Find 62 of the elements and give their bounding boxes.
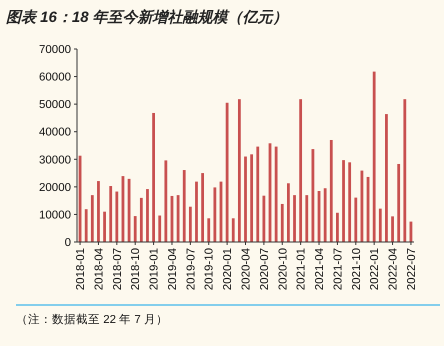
bar <box>318 190 320 242</box>
bar <box>268 143 272 242</box>
bar <box>336 212 339 242</box>
y-tick-label: 30000 <box>39 154 71 166</box>
y-tick-label: 10000 <box>39 209 71 222</box>
x-tick-label: 2021-07 <box>332 248 344 290</box>
chart-title: 图表 16：18 年至今新增社融规模（亿元） <box>6 8 288 26</box>
x-tick-label: 2022-01 <box>369 248 382 290</box>
x-tick-label: 2020-04 <box>240 247 252 290</box>
x-tick-label: 2022-04 <box>388 247 400 290</box>
bar <box>391 216 394 242</box>
x-tick-label: 2018-01 <box>75 248 88 290</box>
bar <box>366 176 370 242</box>
bar <box>152 112 155 242</box>
bar <box>195 182 198 242</box>
bar <box>103 212 106 242</box>
bar <box>122 176 124 242</box>
bar <box>78 156 82 242</box>
bar <box>213 187 216 242</box>
bar <box>385 114 388 242</box>
bar <box>342 160 345 242</box>
x-tick-label: 2019-04 <box>166 247 179 290</box>
bar <box>274 146 278 242</box>
bar <box>97 181 100 242</box>
bar <box>360 170 364 242</box>
y-tick-label: 70000 <box>39 44 71 56</box>
y-tick-label: 40000 <box>39 126 71 139</box>
bar <box>238 99 241 242</box>
x-tick-label: 2021-01 <box>296 248 308 290</box>
text: （注：数据截至 22 年 7 月） <box>16 312 168 326</box>
bar <box>226 102 229 242</box>
x-tick-label: 2019-10 <box>204 248 216 290</box>
x-tick-label: 2020-10 <box>277 248 290 290</box>
bar <box>128 178 130 242</box>
bar <box>262 196 266 242</box>
bar <box>244 156 247 242</box>
bar <box>176 195 180 242</box>
x-tick-label: 2020-01 <box>222 248 234 290</box>
x-tick-label: 2021-10 <box>350 248 363 290</box>
x-tick-label: 2021-04 <box>314 247 326 290</box>
y-tick-label: 20000 <box>39 182 71 194</box>
bar <box>312 149 314 242</box>
bar <box>170 196 174 242</box>
bar <box>410 222 412 242</box>
bar <box>188 206 192 242</box>
x-tick-label: 2022-07 <box>406 248 418 290</box>
bar <box>201 173 204 242</box>
bar <box>250 154 254 242</box>
x-tick-label: 2018-07 <box>112 248 124 290</box>
bar <box>220 182 222 242</box>
bar <box>146 189 149 242</box>
y-tick-label: 60000 <box>39 72 71 84</box>
bar <box>286 183 290 242</box>
y-tick-label: 50000 <box>39 99 71 112</box>
x-tick-label: 2020-07 <box>258 248 271 290</box>
bar <box>299 99 302 242</box>
x-tick-label: 2019-07 <box>185 248 198 290</box>
y-tick-label: 0 <box>64 237 71 249</box>
x-tick-label: 2019-01 <box>148 248 161 290</box>
bar <box>293 195 296 242</box>
x-tick-label: 2018-10 <box>130 248 142 290</box>
x-tick-label: 2018-04 <box>93 247 106 290</box>
